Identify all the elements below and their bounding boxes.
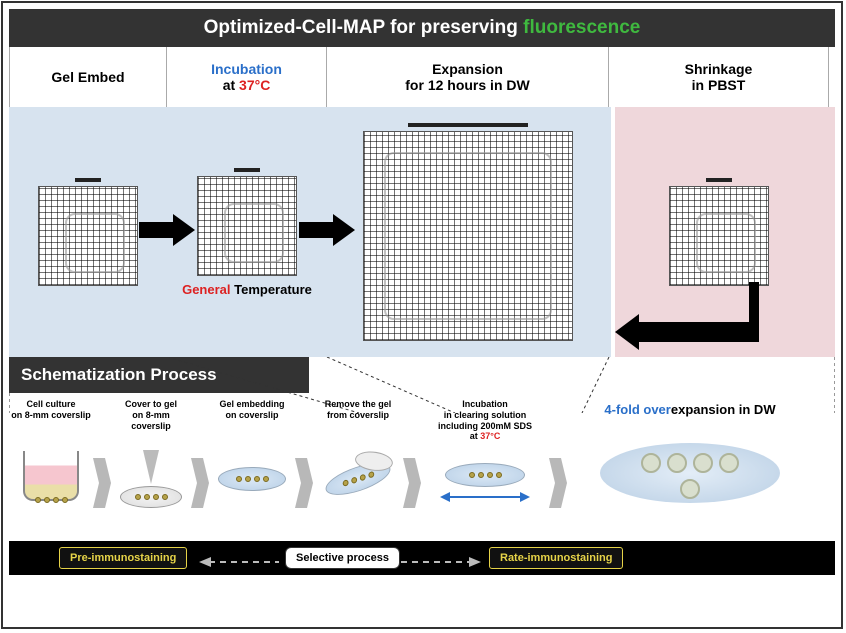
stage2-line2: at 37°C <box>171 77 322 93</box>
step3-label: Gel embedding on coverslip <box>217 397 286 433</box>
dashed-arrow-left-icon <box>199 554 279 572</box>
title-highlight: fluorescence <box>523 17 640 38</box>
gel-grid-small <box>38 186 138 286</box>
arrow-right-icon <box>139 212 195 253</box>
step2-label: Cover to gel on 8-mm coverslip <box>123 397 179 433</box>
gel-coverslip-icon <box>218 467 286 491</box>
scalebar-icon <box>234 168 260 172</box>
gel-removed-icon <box>324 457 393 502</box>
gel-grid-small <box>197 176 297 276</box>
stage2-below: General Temperature <box>182 282 312 297</box>
step1-illustration <box>9 433 93 525</box>
stage-body: General Temperature <box>9 107 835 357</box>
step3-illustration <box>209 433 295 525</box>
gel-grid-large <box>363 131 573 341</box>
step4: Remove the gel from coverslip <box>313 397 403 525</box>
stage1-line1: Gel Embed <box>14 69 162 85</box>
bottom-bar: Pre-immunostaining Selective process Rat… <box>9 541 835 575</box>
gel-outline <box>224 203 284 263</box>
title-pre: Optimized-Cell-MAP for preserving <box>204 17 524 38</box>
upper-section: Gel Embed Incubation at 37°C Expansion f… <box>9 47 835 357</box>
scalebar-icon <box>706 178 732 182</box>
arrow-left-elbow-icon <box>609 282 759 357</box>
stage4-line2: in PBST <box>613 77 824 93</box>
step1-label: Cell culture on 8-mm coverslip <box>9 397 93 433</box>
double-arrow-icon <box>440 491 530 503</box>
step5-illustration <box>421 441 549 525</box>
title-bar: Optimized-Cell-MAP for preserving fluore… <box>9 9 835 47</box>
expanded-gel-icon <box>600 443 780 503</box>
stage3-label: Expansion for 12 hours in DW <box>327 47 609 107</box>
stage4-line1: Shrinkage <box>613 61 824 77</box>
stage2-line1: Incubation <box>171 61 322 77</box>
step5: Incubation in clearing solution includin… <box>421 397 549 525</box>
chevron-right-icon <box>191 458 209 508</box>
gel-outline <box>696 213 756 273</box>
step4-illustration <box>313 433 403 525</box>
figure-root: Optimized-Cell-MAP for preserving fluore… <box>1 1 843 629</box>
pipette-icon <box>120 450 182 508</box>
lower-section: Cell culture on 8-mm coverslip Cover to … <box>9 397 835 539</box>
dashed-arrow-right-icon <box>401 554 481 572</box>
gel-grid-small <box>669 186 769 286</box>
chevron-right-icon <box>403 458 421 508</box>
stage3-panel <box>327 107 609 357</box>
gel-incubation-icon <box>445 463 525 487</box>
pre-immunostaining-tag: Pre-immunostaining <box>59 547 187 569</box>
gel-outline <box>65 213 125 273</box>
selective-process-tag: Selective process <box>285 547 400 569</box>
beaker-icon <box>19 447 83 511</box>
stage3-line1: Expansion <box>331 61 604 77</box>
step4-label: Remove the gel from coverslip <box>323 397 394 433</box>
stage-labels-row: Gel Embed Incubation at 37°C Expansion f… <box>9 47 835 107</box>
stage4-label: Shrinkage in PBST <box>609 47 829 107</box>
stage3-line2: for 12 hours in DW <box>331 77 604 93</box>
gel-outline <box>384 152 552 320</box>
step5-label: Incubation in clearing solution includin… <box>436 397 534 441</box>
step2: Cover to gel on 8-mm coverslip <box>111 397 191 525</box>
stage2-label: Incubation at 37°C <box>167 47 327 107</box>
step6-illustration <box>567 421 813 525</box>
step1: Cell culture on 8-mm coverslip <box>9 397 93 525</box>
chevron-right-icon <box>93 458 111 508</box>
chevron-right-icon <box>295 458 313 508</box>
step6-label: 4-fold over expansion in DW <box>602 397 777 421</box>
arrow-right-icon <box>299 212 355 253</box>
step6: 4-fold over expansion in DW <box>567 397 813 525</box>
rate-immunostaining-tag: Rate-immunostaining <box>489 547 623 569</box>
stage1-label: Gel Embed <box>9 47 167 107</box>
chevron-right-icon <box>549 458 567 508</box>
scalebar-icon <box>75 178 101 182</box>
step3: Gel embedding on coverslip <box>209 397 295 525</box>
step2-illustration <box>111 433 191 525</box>
scalebar-icon <box>408 123 528 127</box>
